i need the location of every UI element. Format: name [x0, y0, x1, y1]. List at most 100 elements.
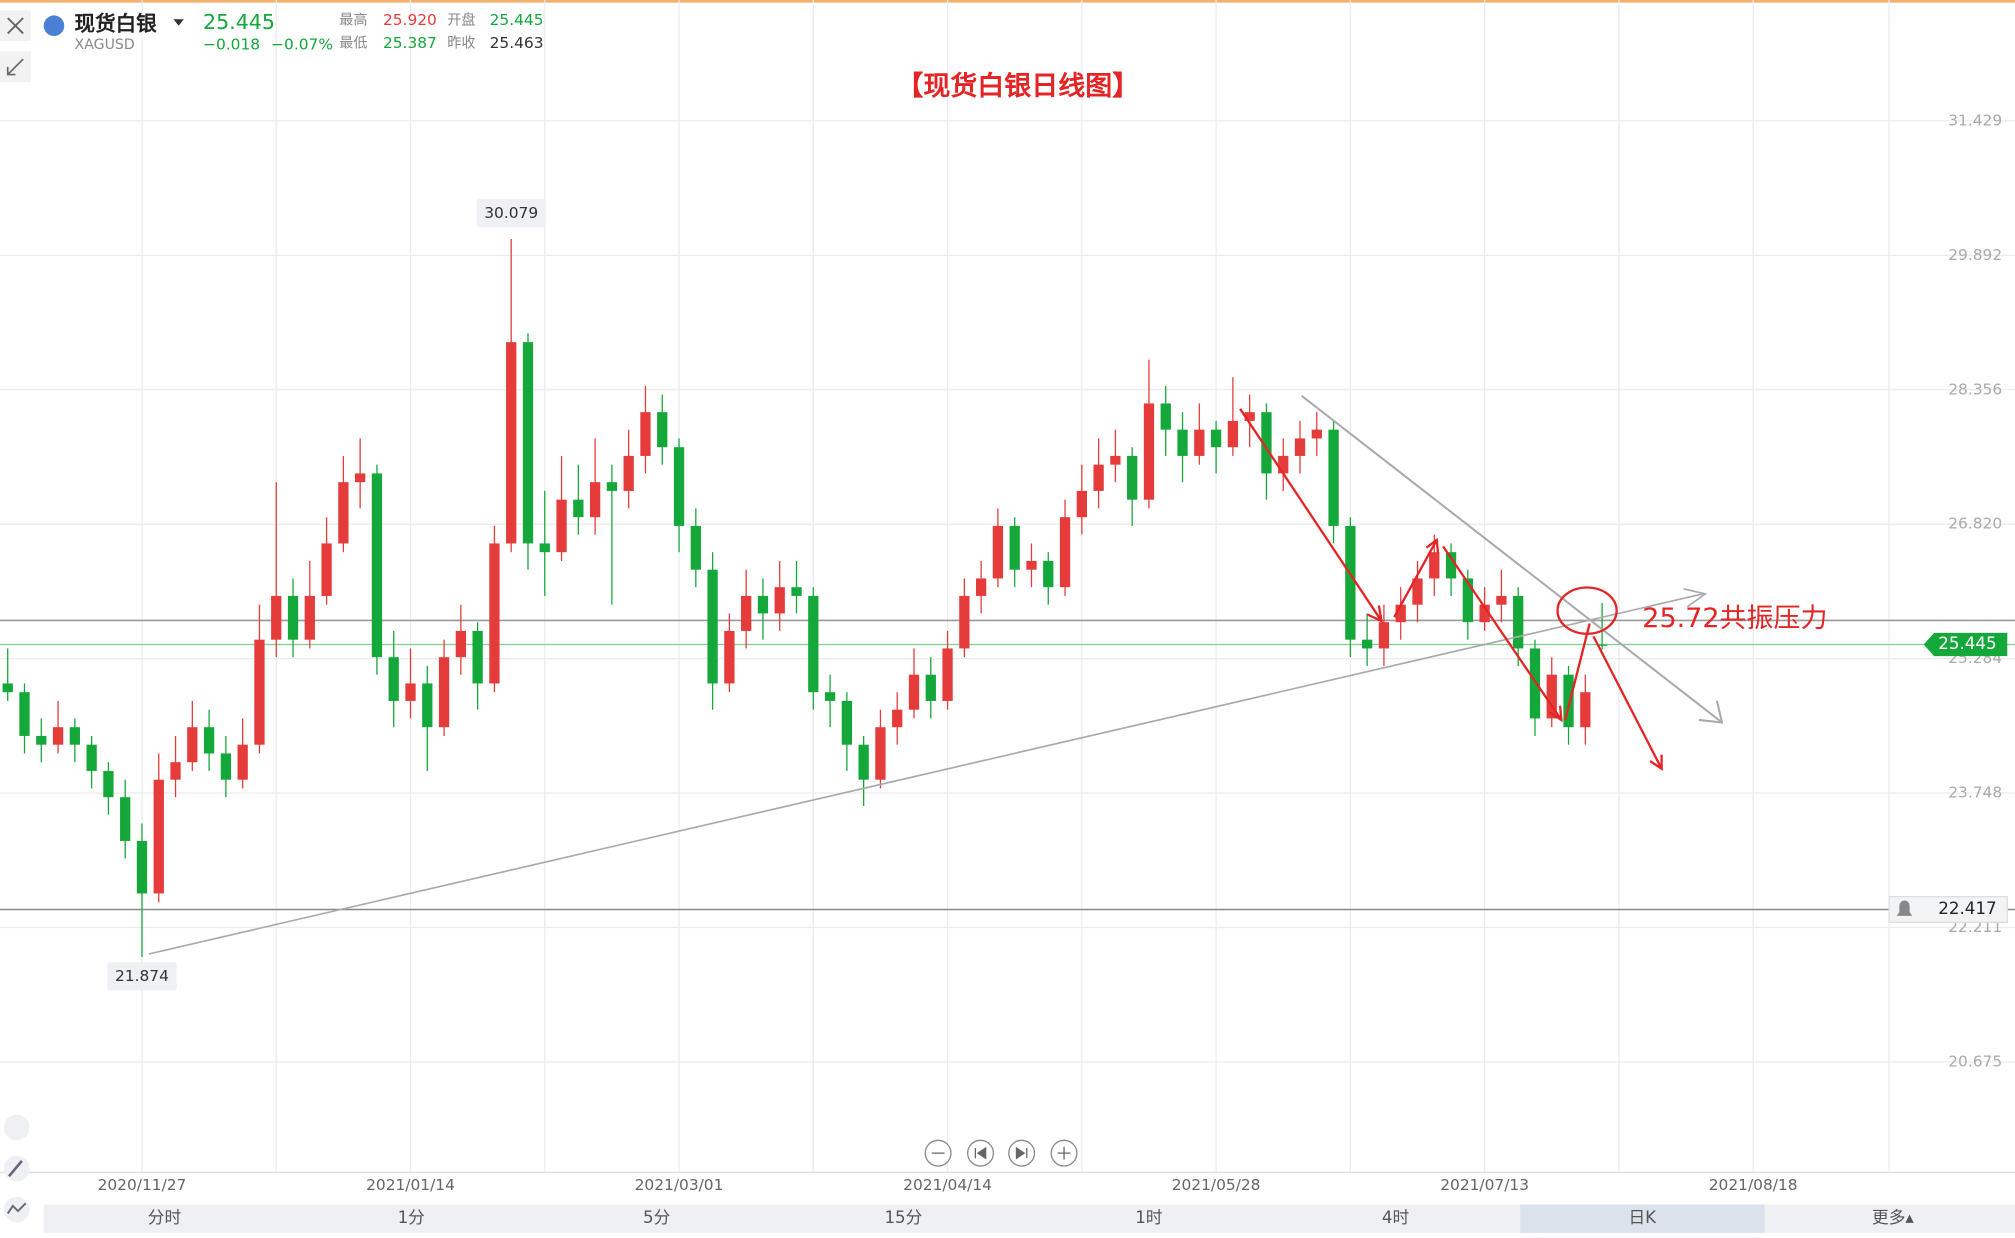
- tab[interactable]: 5分: [643, 1207, 671, 1227]
- candle-body: [690, 525, 701, 570]
- close-icon: [7, 17, 24, 35]
- candle-body: [1563, 674, 1574, 728]
- candle-body: [992, 525, 1004, 579]
- arrow-head: [1649, 754, 1663, 771]
- arrow-head: [1366, 605, 1383, 623]
- candle-body: [1580, 692, 1591, 728]
- candle-body: [522, 342, 534, 544]
- candle-body: [707, 569, 718, 684]
- candle-body: [203, 727, 215, 754]
- x-tick-label: 2021/04/14: [903, 1176, 992, 1194]
- trend-line: [1301, 395, 1723, 724]
- x-tick-label: 2021/08/18: [1709, 1176, 1798, 1194]
- candle-body: [908, 674, 920, 710]
- candle-body: [287, 595, 299, 640]
- stat-label: 昨收: [447, 36, 475, 52]
- candle-body: [388, 657, 399, 701]
- tab[interactable]: 分时: [148, 1207, 182, 1227]
- candle-body: [673, 447, 685, 526]
- change: −0.018: [203, 35, 260, 53]
- candle-body: [1160, 403, 1171, 430]
- candle-body: [2, 683, 13, 693]
- candle-body: [355, 473, 366, 483]
- candle-body: [925, 674, 936, 701]
- dropdown-icon[interactable]: [173, 19, 184, 26]
- candle-body: [1110, 455, 1121, 465]
- candle-body: [86, 744, 97, 771]
- extreme-label-box: [107, 962, 177, 991]
- candle-body: [1462, 578, 1473, 623]
- candle-body: [640, 412, 651, 456]
- tab[interactable]: 1时: [1135, 1207, 1163, 1227]
- candle-body: [338, 482, 349, 544]
- candle-body: [573, 499, 584, 518]
- arrow: [1564, 623, 1591, 721]
- x-tick-label: 2021/07/13: [1440, 1176, 1529, 1194]
- candle-body: [875, 727, 886, 780]
- y-tick-label: 26.820: [1948, 515, 2002, 533]
- nav-icons: [931, 1146, 1071, 1160]
- candle-body: [1294, 438, 1306, 456]
- navigation: [924, 1139, 1078, 1167]
- symbol-code: XAGUSD: [75, 37, 135, 53]
- candle-body: [52, 727, 64, 745]
- circle-marker: [1556, 586, 1618, 635]
- candle-body: [1076, 490, 1087, 518]
- tab[interactable]: 15分: [884, 1207, 922, 1227]
- candles: [2, 238, 1608, 957]
- candle-body: [455, 630, 466, 658]
- tab[interactable]: 更多▴: [1872, 1207, 1914, 1227]
- candle-body: [472, 630, 483, 684]
- candle-body: [1378, 622, 1390, 649]
- pen-icon: [8, 1160, 23, 1178]
- candle-body: [405, 683, 416, 701]
- candle-body: [1043, 560, 1054, 588]
- candle-body: [623, 455, 634, 491]
- arrow-head: [1549, 705, 1563, 723]
- candle-body: [19, 692, 30, 736]
- red-arrows: [1239, 408, 1663, 771]
- symbol-name[interactable]: 现货白银: [75, 11, 158, 35]
- candle-body: [1596, 644, 1608, 646]
- candle-body: [153, 779, 164, 894]
- candle-body: [1009, 525, 1020, 570]
- price-tag: [1923, 632, 2008, 657]
- candle-body: [657, 412, 668, 448]
- arrow: [1393, 539, 1438, 618]
- candle-body: [120, 797, 131, 841]
- annotation: 25.72共振压力: [1642, 603, 1827, 634]
- arrow: [1239, 408, 1383, 622]
- symbol-icon: [43, 15, 65, 36]
- tab[interactable]: 4时: [1382, 1207, 1410, 1227]
- alert-tag-label: 22.417: [1938, 898, 1996, 918]
- candle-body: [438, 657, 450, 728]
- candle-body: [1261, 412, 1272, 474]
- candle-body: [959, 595, 970, 649]
- candle-body: [606, 482, 618, 491]
- y-tick-label: 20.675: [1948, 1052, 2002, 1070]
- candle-body: [1227, 420, 1239, 448]
- candle-body: [1513, 595, 1524, 649]
- candle-body: [1479, 604, 1490, 623]
- tab[interactable]: 日K: [1629, 1207, 1658, 1227]
- stat-value: 25.387: [383, 34, 437, 52]
- candle-body: [1328, 429, 1339, 526]
- indicator-button[interactable]: [3, 1114, 30, 1141]
- candle-body: [1278, 455, 1289, 474]
- tab[interactable]: 1分: [398, 1207, 426, 1227]
- candle-body: [858, 744, 869, 780]
- candle-body: [589, 482, 601, 518]
- stat-label: 最高: [339, 12, 367, 29]
- candle-body: [1194, 429, 1205, 456]
- candle-body: [1127, 455, 1138, 500]
- candle-body: [1429, 552, 1440, 579]
- candle-body: [304, 595, 315, 640]
- candle-body: [1311, 429, 1322, 439]
- candle-body: [69, 727, 80, 745]
- candle-body: [942, 648, 953, 701]
- candle-body: [506, 342, 517, 544]
- bell-icon[interactable]: [1896, 900, 1913, 916]
- candle-body: [136, 840, 148, 894]
